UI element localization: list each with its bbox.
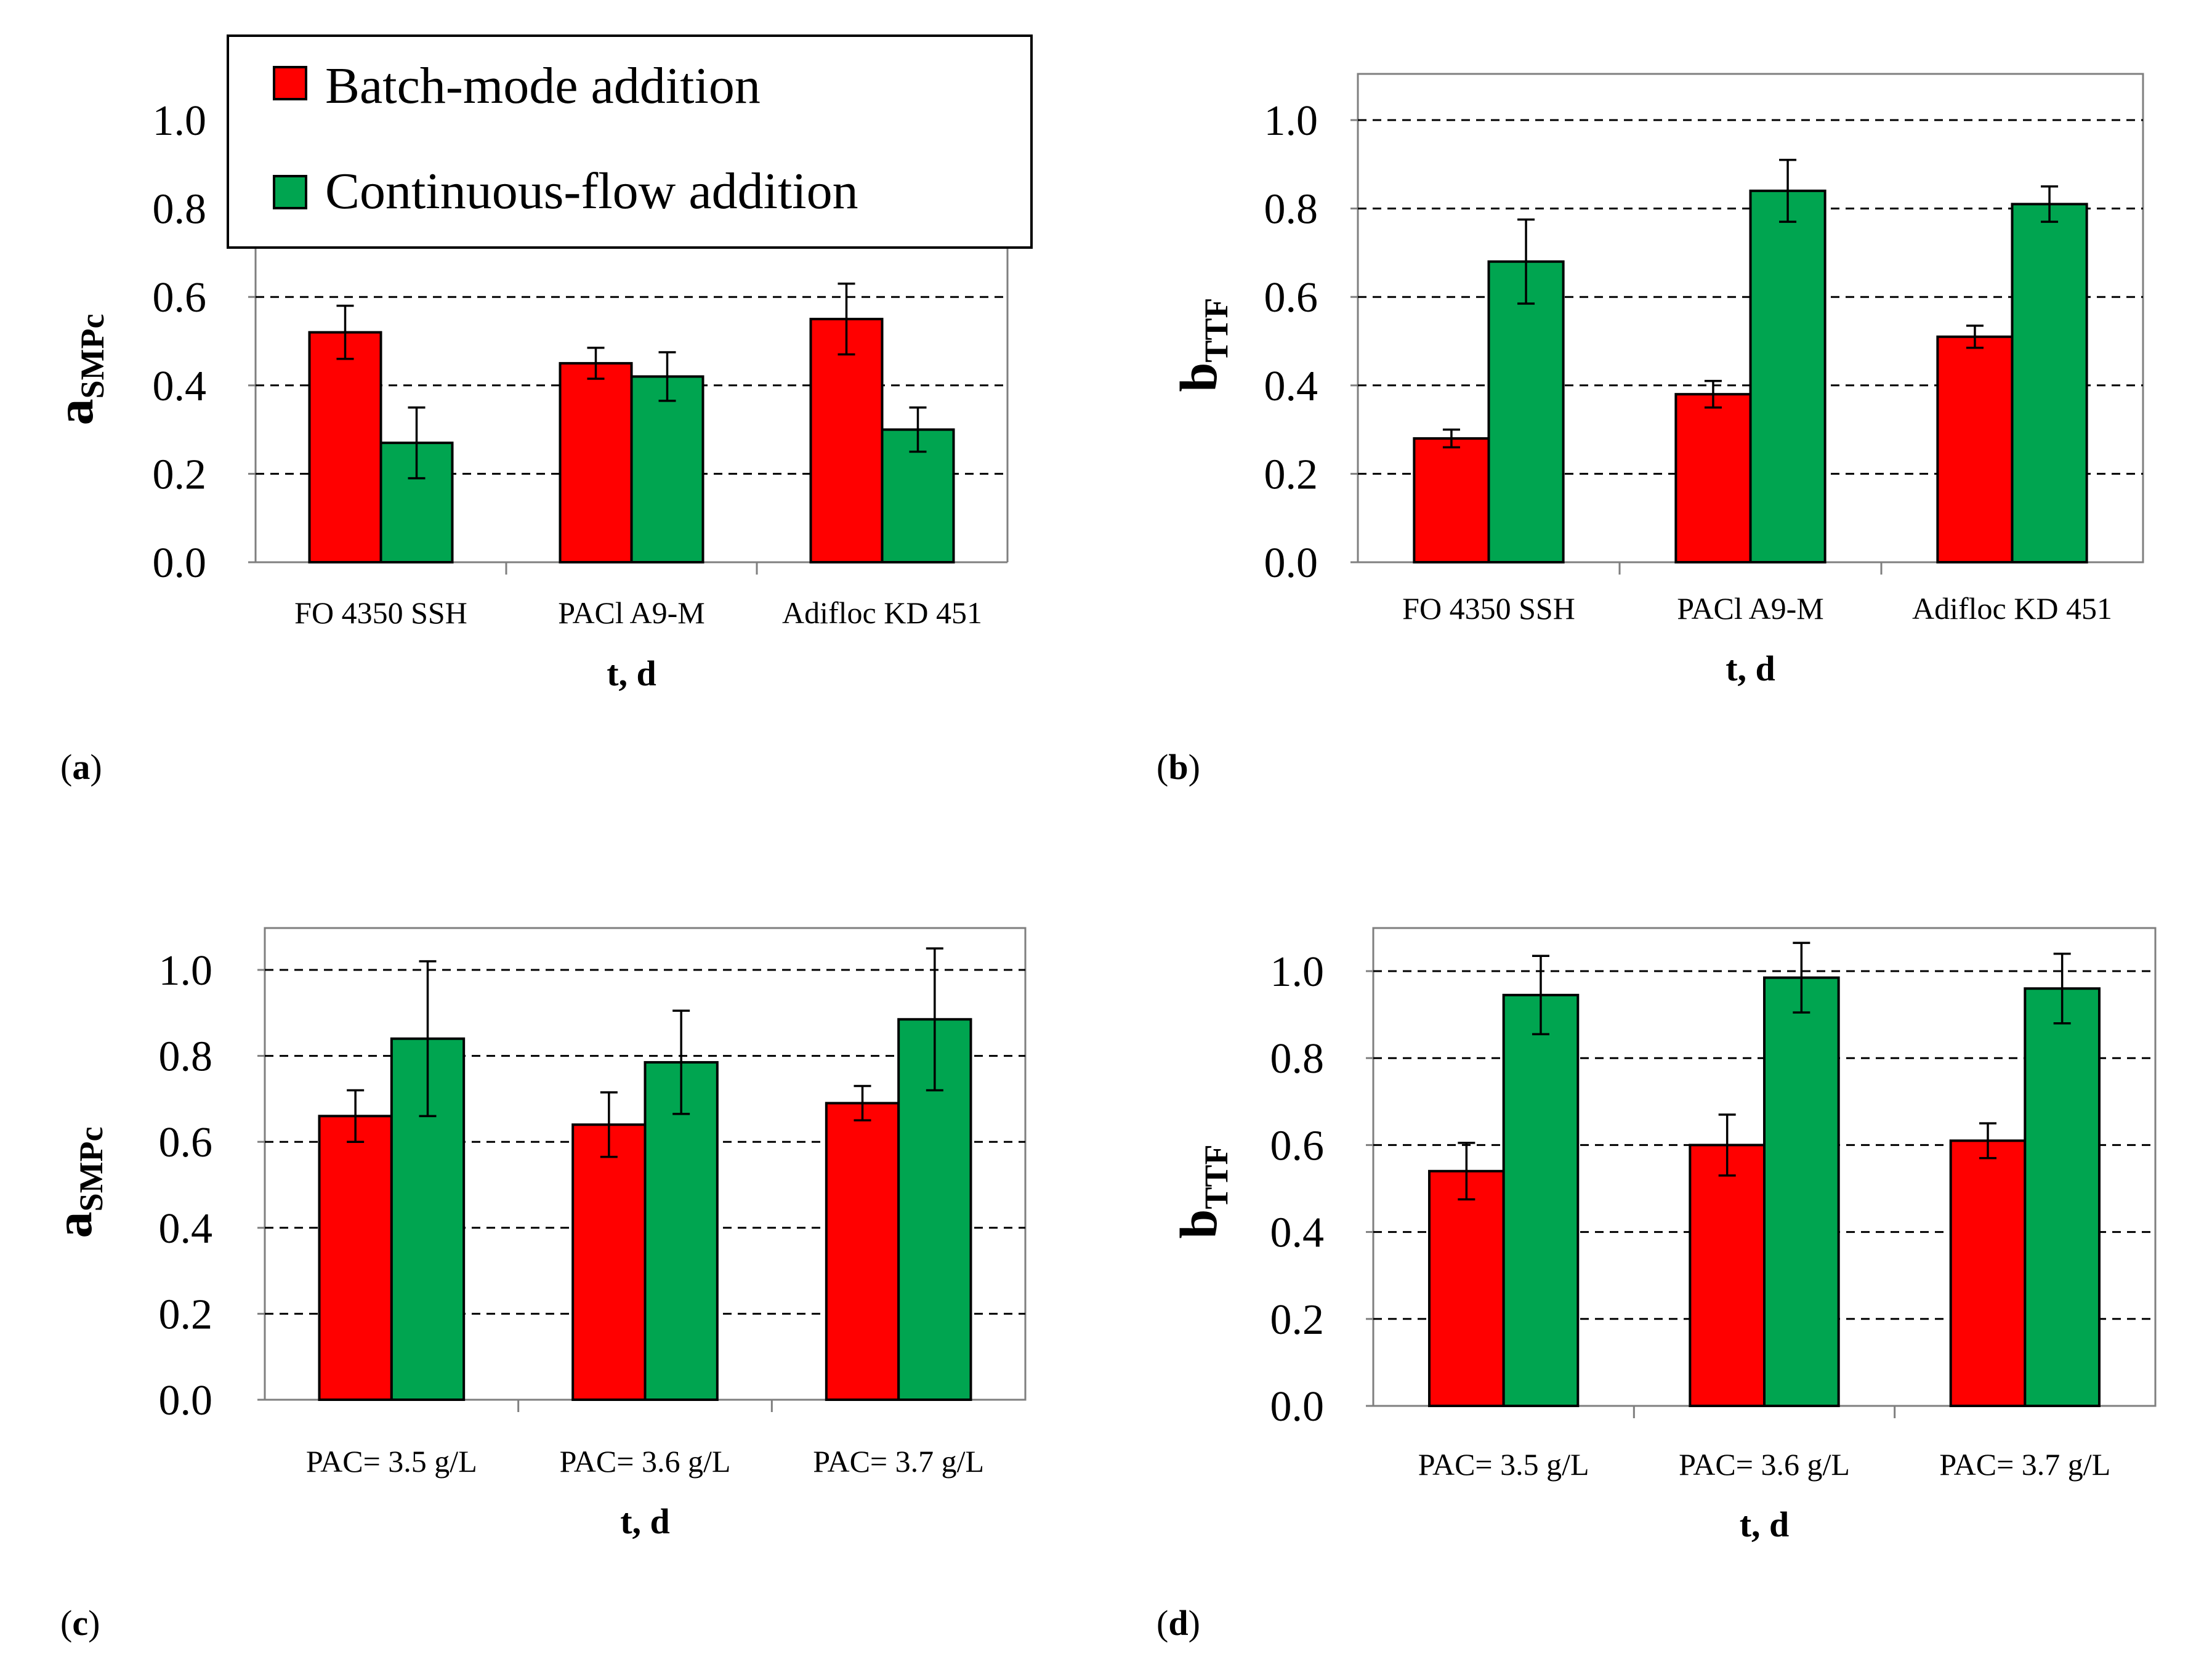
category-label: PAC= 3.7 g/L (813, 1444, 984, 1479)
y-tick-label: 0.0 (159, 1377, 213, 1424)
chart-panel-a: 0.0 0.2 0.4 0.6 0.8 1.0 FO 4350 SSH PACl A9-M Ad… (45, 97, 1009, 787)
bar-batch (571, 1123, 647, 1402)
y-tick-label: 1.0 (1264, 97, 1318, 145)
legend-swatch-batch (273, 66, 307, 100)
bar-continuous (1763, 976, 1840, 1407)
legend-label-continuous: Continuous-flow addition (325, 163, 858, 220)
y-tick-label: 0.2 (153, 451, 207, 498)
bar-continuous (644, 1061, 719, 1401)
bar-batch (825, 1102, 900, 1401)
bar-continuous (1749, 189, 1827, 563)
x-axis-title: t, d (607, 653, 656, 693)
y-tick-label: 0.8 (1264, 186, 1318, 233)
category-label: PAC= 3.5 g/L (1418, 1447, 1589, 1482)
y-axis-title-main: aSMPc (44, 1127, 110, 1238)
panel-label: (b) (1156, 747, 1200, 787)
bar-continuous (630, 375, 704, 563)
y-tick-label: 1.0 (159, 947, 213, 995)
y-tick-label: 0.6 (1264, 274, 1318, 321)
panel-label: (d) (1156, 1603, 1200, 1643)
y-axis-title: aSMPc (44, 1127, 110, 1238)
y-tick-label: 0.8 (153, 186, 207, 233)
panel-label: (c) (60, 1603, 100, 1643)
bar-batch (1689, 1144, 1766, 1408)
y-tick-label: 0.8 (1270, 1035, 1325, 1083)
category-label: PACl A9-M (1677, 591, 1824, 626)
legend-box (227, 34, 1033, 249)
y-tick-label: 0.0 (153, 539, 207, 587)
category-label: Adifloc KD 451 (1912, 591, 2112, 626)
bar-batch (318, 1115, 393, 1401)
bar-batch (809, 318, 884, 563)
chart-panel-d: 0.0 0.2 0.4 0.6 0.8 1.0 PAC= 3.5 g/L PAC= 3.6 g… (1156, 927, 2157, 1643)
x-axis-title: t, d (620, 1501, 670, 1541)
y-tick-label: 0.8 (159, 1033, 213, 1081)
y-axis-title-main: bTTF (1169, 1145, 1235, 1239)
bar-batch (1949, 1139, 2027, 1407)
category-label: PAC= 3.7 g/L (1939, 1447, 2110, 1482)
chart-panel-b: 0.0 0.2 0.4 0.6 0.8 1.0 FO 4350 SSH PACl A9-M Ad… (1156, 73, 2144, 787)
chart-panel-c: 0.0 0.2 0.4 0.6 0.8 1.0 PAC= 3.5 g/L PAC= 3.6 g… (44, 927, 1027, 1643)
y-tick-label: 0.4 (1264, 363, 1318, 410)
y-tick-label: 0.0 (1270, 1383, 1325, 1431)
legend: Batch-mode addition Continuous-flow addi… (227, 34, 1033, 249)
x-axis-title: t, d (1726, 648, 1775, 688)
y-tick-label: 0.4 (159, 1205, 213, 1253)
y-tick-label: 0.0 (1264, 539, 1318, 587)
category-label: FO 4350 SSH (294, 595, 467, 630)
y-tick-label: 0.2 (159, 1291, 213, 1338)
category-label: PACl A9-M (558, 595, 705, 630)
bar-batch (559, 361, 633, 564)
y-tick-label: 0.6 (153, 274, 207, 321)
bar-continuous (1502, 993, 1580, 1407)
legend-swatch-continuous (273, 175, 307, 209)
x-axis-title: t, d (1740, 1504, 1790, 1544)
charts-layer: 0.0 0.2 0.4 0.6 0.8 1.0 FO 4350 SSH PACl A9-M Ad… (44, 73, 2157, 1643)
bar-continuous (2011, 203, 2088, 564)
category-label: PAC= 3.5 g/L (306, 1444, 477, 1479)
y-tick-label: 1.0 (153, 97, 207, 145)
y-tick-label: 0.4 (153, 363, 207, 410)
bar-batch (1413, 437, 1490, 564)
y-tick-label: 1.0 (1270, 948, 1325, 996)
y-tick-label: 0.2 (1264, 451, 1318, 498)
y-axis-title-main: aSMPc (45, 314, 111, 426)
bar-batch (1674, 393, 1752, 563)
y-tick-label: 0.6 (1270, 1122, 1325, 1169)
category-label: FO 4350 SSH (1402, 591, 1575, 626)
legend-label-batch: Batch-mode addition (325, 57, 761, 115)
y-tick-label: 0.2 (1270, 1296, 1325, 1344)
bar-batch (308, 331, 382, 563)
bar-continuous (1487, 260, 1565, 563)
panel-label: (a) (60, 747, 102, 787)
bar-batch (1936, 335, 2014, 563)
bar-continuous (2024, 987, 2101, 1407)
y-axis-title: bTTF (1169, 298, 1235, 392)
y-axis-title: aSMPc (45, 314, 111, 426)
y-axis-title-main: bTTF (1169, 298, 1235, 392)
category-label: PAC= 3.6 g/L (1679, 1447, 1850, 1482)
y-axis-title: bTTF (1169, 1145, 1235, 1239)
category-label: Adifloc KD 451 (782, 595, 982, 630)
y-tick-label: 0.4 (1270, 1209, 1325, 1257)
y-tick-label: 0.6 (159, 1119, 213, 1166)
category-label: PAC= 3.6 g/L (560, 1444, 731, 1479)
bar-batch (1428, 1169, 1505, 1407)
